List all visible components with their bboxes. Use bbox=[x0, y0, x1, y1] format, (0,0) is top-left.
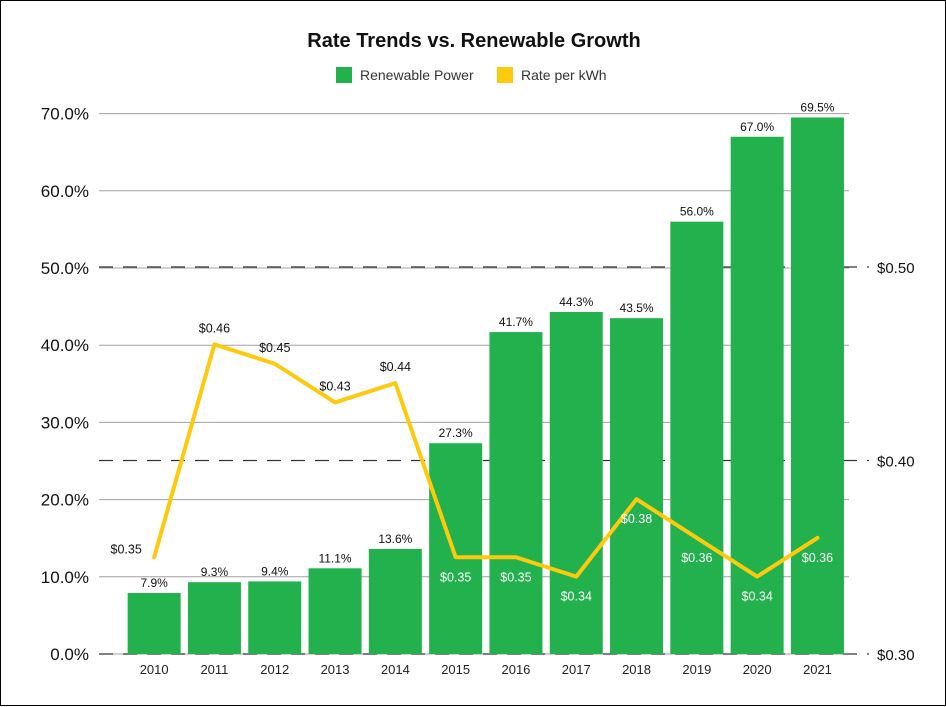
rate-value-label: $0.45 bbox=[259, 341, 290, 355]
right-axis-ticks: $0.30 $0.40 $0.50 bbox=[877, 260, 915, 664]
x-tick-label: 2020 bbox=[743, 662, 772, 677]
rate-value-label: $0.35 bbox=[500, 570, 531, 584]
renewable-bar-labels: 7.9% 9.3% 9.4% 11.1% 13.6% 27.3% 41.7% 44.3% 43.… bbox=[140, 100, 834, 590]
y-left-tick-label: 40.0% bbox=[41, 336, 89, 355]
bar-value-label: 69.5% bbox=[800, 100, 834, 114]
bar-value-label: 41.7% bbox=[499, 315, 533, 329]
left-axis-ticks: 0.0% 10.0% 20.0% 30.0% 40.0% 50.0% 60.0% 70.0% bbox=[41, 105, 89, 664]
y-left-tick-label: 50.0% bbox=[41, 259, 89, 278]
rate-value-label: $0.36 bbox=[681, 551, 712, 565]
x-tick-label: 2016 bbox=[501, 662, 530, 677]
rate-line-path bbox=[152, 342, 820, 579]
x-tick-label: 2010 bbox=[140, 662, 169, 677]
bar-value-label: 7.9% bbox=[140, 576, 168, 590]
rate-value-label: $0.34 bbox=[742, 590, 773, 604]
legend-label-rate-per-kwh: Rate per kWh bbox=[521, 67, 607, 83]
bar-value-label: 27.3% bbox=[439, 426, 473, 440]
bar-2015 bbox=[429, 443, 483, 654]
bar-2013 bbox=[308, 568, 362, 654]
y-right-tick-label: $0.50 bbox=[877, 260, 915, 277]
chart-title: Rate Trends vs. Renewable Growth bbox=[307, 30, 640, 52]
rate-value-label: $0.36 bbox=[802, 551, 833, 565]
rate-value-label: $0.38 bbox=[621, 512, 652, 526]
bar-2021 bbox=[790, 117, 844, 654]
bar-value-label: 56.0% bbox=[680, 205, 714, 219]
bar-2020 bbox=[730, 136, 784, 654]
bar-value-label: 43.5% bbox=[620, 301, 654, 315]
legend-swatch-rate-per-kwh bbox=[497, 67, 513, 83]
bar-value-label: 9.3% bbox=[201, 565, 229, 579]
rate-value-label: $0.35 bbox=[111, 542, 142, 556]
bar-value-label: 67.0% bbox=[740, 120, 774, 134]
x-axis-ticks: 2010 2011 2012 2013 2014 2015 2016 2017 2018 2019… bbox=[140, 662, 832, 677]
legend-swatch-renewable-power bbox=[336, 67, 352, 83]
y-left-tick-label: 30.0% bbox=[41, 413, 89, 432]
renewable-bars bbox=[127, 117, 844, 654]
legend: Renewable Power Rate per kWh bbox=[336, 67, 607, 83]
x-tick-label: 2018 bbox=[622, 662, 651, 677]
bar-2016 bbox=[489, 332, 543, 654]
y-right-tick-label: $0.30 bbox=[877, 647, 915, 664]
bar-2019 bbox=[670, 221, 724, 654]
bar-value-label: 44.3% bbox=[559, 295, 593, 309]
bar-value-label: 11.1% bbox=[318, 551, 351, 565]
bar-value-label: 9.4% bbox=[261, 564, 289, 578]
gridlines bbox=[99, 113, 869, 655]
bar-2017 bbox=[549, 312, 603, 654]
bar-2010 bbox=[127, 593, 181, 654]
rate-value-label: $0.46 bbox=[199, 321, 230, 335]
y-right-tick-label: $0.40 bbox=[877, 454, 915, 471]
x-tick-label: 2019 bbox=[682, 662, 711, 677]
rate-labels: $0.35 $0.46 $0.45 $0.43 $0.44 $0.35 $0.35 $0.34… bbox=[111, 321, 834, 603]
rate-value-label: $0.34 bbox=[561, 590, 592, 604]
bar-2014 bbox=[368, 549, 422, 654]
bar-value-label: 13.6% bbox=[378, 532, 412, 546]
y-left-tick-label: 0.0% bbox=[50, 645, 89, 664]
rate-value-label: $0.44 bbox=[380, 360, 411, 374]
y-left-tick-label: 60.0% bbox=[41, 182, 89, 201]
y-left-tick-label: 70.0% bbox=[41, 105, 89, 124]
bar-2012 bbox=[248, 581, 302, 654]
x-tick-label: 2021 bbox=[803, 662, 832, 677]
rate-value-label: $0.43 bbox=[319, 379, 350, 393]
rate-value-label: $0.35 bbox=[440, 570, 471, 584]
x-tick-label: 2015 bbox=[441, 662, 470, 677]
y-left-tick-label: 20.0% bbox=[41, 491, 89, 510]
bar-2011 bbox=[187, 582, 241, 654]
x-tick-label: 2012 bbox=[260, 662, 289, 677]
bar-2018 bbox=[610, 318, 664, 654]
x-tick-label: 2014 bbox=[381, 662, 410, 677]
legend-label-renewable-power: Renewable Power bbox=[360, 67, 474, 83]
x-tick-label: 2011 bbox=[200, 662, 228, 677]
x-tick-label: 2017 bbox=[562, 662, 591, 677]
y-left-tick-label: 10.0% bbox=[41, 568, 89, 587]
rate-line bbox=[152, 342, 820, 579]
x-tick-label: 2013 bbox=[321, 662, 350, 677]
